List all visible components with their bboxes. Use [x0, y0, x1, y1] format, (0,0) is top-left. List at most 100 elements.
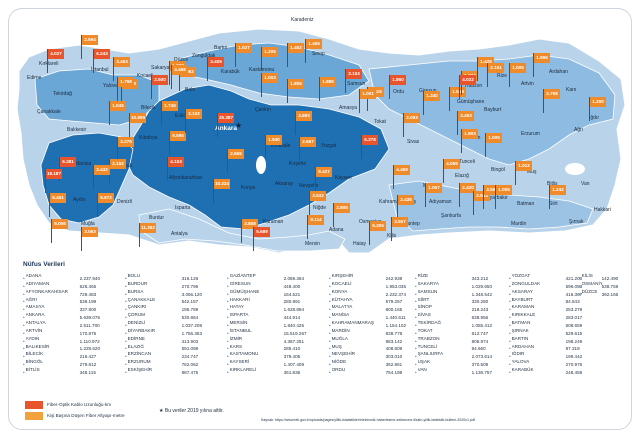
- population-row: •GÜMÜŞHANE 164.521: [227, 288, 319, 297]
- province-name: KAYSERİ: [229, 359, 250, 365]
- flag-value: 1.402: [288, 43, 304, 53]
- fiber-flag: 1.889: [319, 77, 336, 101]
- population-row: •AMASYA 337.800: [23, 303, 115, 312]
- city-label: Zonguldak: [192, 53, 216, 59]
- bullet-icon: •: [23, 283, 25, 289]
- flag-pole: [117, 137, 118, 161]
- province-name: KIRIKKALE: [511, 312, 536, 318]
- flag-value: 2.594: [82, 35, 98, 45]
- fiber-flags: 4.0272.5946.2433.4531.7582.5001.3271.862…: [9, 9, 631, 253]
- population-row: •ÇANKIRI 195.789: [125, 303, 217, 312]
- province-name: MUĞLA: [331, 335, 348, 341]
- source-text: Kaynak: https://www.btk.gov.tr/uploads/p…: [261, 418, 476, 422]
- city-label: Erzurum: [521, 131, 540, 137]
- population-row: •KONYA2.232.374: [329, 288, 421, 297]
- fiber-flag: 1.402: [287, 43, 304, 67]
- province-name: KARABÜK: [511, 367, 534, 373]
- province-name: SAKARYA: [417, 280, 439, 286]
- fiber-flag: 1.425: [477, 57, 494, 81]
- bullet-icon: •: [415, 322, 417, 328]
- city-label: Kars: [566, 87, 577, 93]
- flag-value: 2.805: [334, 203, 350, 213]
- note-star-icon: ★: [159, 408, 165, 414]
- flag-pole: [117, 77, 118, 101]
- fiber-flag: 1.003: [261, 73, 278, 97]
- population-row: •BAYBURT 84.843: [509, 296, 601, 305]
- fiber-flag: 1.340: [423, 91, 440, 115]
- flag-value: 6.305: [370, 221, 386, 231]
- city-label: Uşak: [121, 163, 133, 169]
- province-population: 270.796: [181, 283, 199, 289]
- flag-value: 3.507: [392, 217, 408, 227]
- infographic-card: Edirne Kırklareli İstanbul Tekirdağ Kocaeli S…: [8, 8, 632, 430]
- flag-pole: [533, 53, 534, 77]
- bullet-icon: •: [579, 291, 581, 297]
- province-population: 2.069.364: [283, 275, 305, 281]
- province-population: 170.875: [79, 330, 97, 336]
- province-name: SİİRT: [417, 296, 430, 302]
- city-label: Trabzon: [464, 83, 483, 89]
- flag-value: 19.187: [46, 169, 62, 179]
- flag-pole: [367, 87, 368, 111]
- flag-value: 1.027: [236, 43, 252, 53]
- population-row: •ORDU754.198: [329, 366, 421, 375]
- fiber-flag: 3.376: [117, 137, 134, 161]
- flag-pole: [307, 215, 308, 239]
- province-name: İZMİR: [229, 335, 243, 341]
- bullet-icon: •: [509, 291, 511, 297]
- province-population: 285.410: [283, 346, 301, 352]
- province-population: 370.509: [471, 362, 489, 368]
- province-population: 1.037.208: [181, 322, 203, 328]
- flag-pole: [81, 227, 82, 251]
- province-population: 361.836: [283, 369, 301, 375]
- fiber-flag: 1.860: [389, 75, 406, 99]
- bullet-icon: •: [125, 330, 127, 336]
- province-population: 626.465: [79, 283, 97, 289]
- city-label: Ardahan: [549, 69, 568, 75]
- province-name: ÇORUM: [127, 312, 145, 318]
- note-text: Bu veriler 2019 yılına aittir.: [164, 408, 224, 414]
- fiber-flag: 5.689: [253, 227, 270, 251]
- population-row: •UŞAK 370.509: [415, 358, 507, 368]
- fiber-flag: 8.006: [51, 219, 68, 243]
- fiber-flag: 1.515: [367, 87, 384, 111]
- province-population: 392.166: [601, 291, 619, 297]
- city-label: Afyonkarahisar: [169, 175, 203, 181]
- province-population: 408.809: [385, 346, 403, 352]
- fiber-flag: 5.672: [97, 193, 114, 217]
- city-label: Çankırı: [255, 107, 272, 113]
- flag-value: 3.405: [208, 57, 224, 67]
- flag-pole: [449, 87, 450, 111]
- fiber-flag: 1.805: [287, 79, 304, 103]
- city-label: Kırşehir: [289, 161, 307, 167]
- province-population: 4.367.251: [283, 338, 305, 344]
- fiber-flag: 11.352: [139, 223, 156, 247]
- province-name: BİNGÖL: [25, 359, 43, 365]
- province-name: AKSARAY: [511, 288, 533, 294]
- fiber-flag: 2.438: [397, 195, 414, 219]
- flag-pole: [109, 101, 110, 125]
- flag-pole: [487, 63, 488, 87]
- flag-pole: [171, 65, 172, 89]
- flag-value: 1.012: [516, 161, 532, 171]
- population-column: •KİLİS142.490•OSMANİYE538.759•DÜZCE392.1…: [579, 272, 623, 297]
- bullet-icon: •: [509, 307, 511, 313]
- province-name: BURSA: [127, 288, 144, 294]
- flag-pole: [121, 79, 122, 103]
- bullet-icon: •: [227, 369, 229, 375]
- region-mediterranean: [138, 208, 346, 252]
- flag-value: 1.003: [262, 73, 278, 83]
- province-name: MUŞ: [331, 343, 342, 349]
- flag-pole: [129, 113, 130, 137]
- flag-value: 3.858: [242, 219, 258, 229]
- population-row: •SAMSUN 1.348.542: [415, 288, 507, 297]
- population-row: •OSMANİYE538.759: [579, 280, 623, 289]
- flag-value: 2.102: [186, 109, 202, 119]
- flag-value: 1.746: [162, 101, 178, 111]
- province-population: 1.348.542: [471, 291, 493, 297]
- fiber-flag: 4.459: [393, 165, 410, 189]
- bullet-icon: •: [23, 362, 25, 368]
- city-label: Hakkari: [594, 207, 611, 213]
- city-label: Manisa: [75, 161, 92, 167]
- flag-value: 1.805: [288, 79, 304, 89]
